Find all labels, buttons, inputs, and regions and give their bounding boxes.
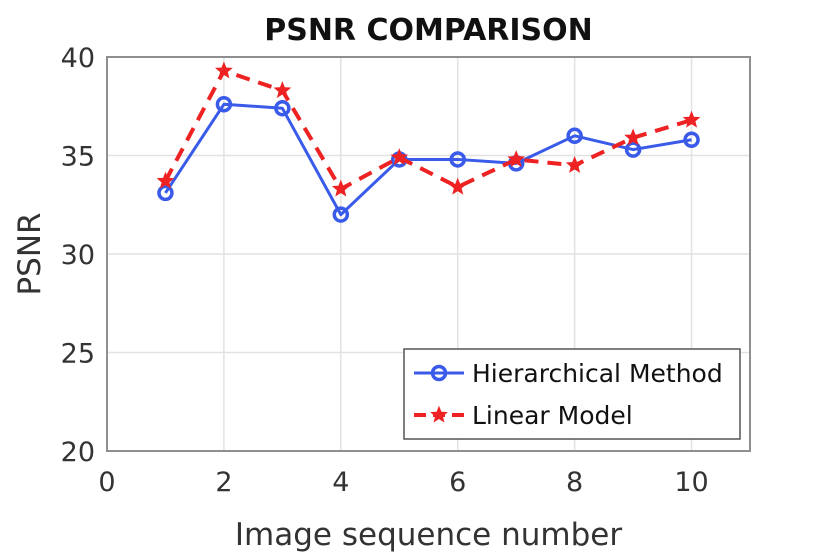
x-tick-label: 10	[674, 467, 708, 498]
data-series	[156, 61, 701, 223]
x-axis-label: Image sequence number	[235, 517, 622, 553]
x-tick-label: 2	[215, 467, 232, 498]
data-point	[507, 150, 526, 168]
legend-marker	[430, 405, 448, 423]
legend: Hierarchical Method Linear Model	[403, 348, 741, 440]
y-tick-label: 25	[61, 339, 95, 370]
data-point	[157, 184, 174, 202]
plot-area-frame	[106, 56, 751, 452]
x-tick-label: 6	[449, 467, 466, 498]
x-tick-label: 8	[566, 467, 583, 498]
y-tick-label: 20	[61, 437, 95, 468]
data-point	[683, 131, 700, 148]
y-tick-label: 35	[61, 142, 95, 173]
data-point	[273, 81, 292, 99]
axis-ticks: 0 2 4 6 8 10 20 25 30 35 40	[61, 43, 709, 498]
y-tick-label: 40	[61, 43, 95, 74]
series-line	[163, 68, 693, 191]
data-point	[215, 61, 233, 79]
x-tick-label: 4	[332, 467, 349, 498]
series-line	[164, 102, 692, 217]
data-point	[448, 177, 467, 195]
data-point	[624, 128, 642, 146]
legend-box	[403, 348, 741, 440]
chart-title: PSNR COMPARISON	[264, 13, 593, 48]
legend-entry: Hierarchical Method	[472, 359, 723, 388]
legend-marker	[430, 364, 448, 382]
legend-entry: Linear Model	[472, 401, 633, 430]
data-point	[682, 110, 701, 128]
data-point	[565, 155, 584, 173]
y-axis-label: PSNR	[12, 212, 48, 295]
data-point	[215, 96, 233, 113]
y-tick-label: 30	[61, 240, 95, 271]
data-point	[156, 171, 175, 189]
data-point	[331, 179, 350, 197]
data-point	[449, 151, 466, 168]
data-point	[332, 206, 350, 223]
x-tick-label: 0	[98, 467, 115, 498]
series-linear-model	[156, 61, 701, 197]
data-point	[274, 99, 291, 117]
data-point	[566, 127, 583, 145]
data-point	[624, 141, 642, 158]
data-point	[390, 148, 409, 166]
series-hierarchical-method	[157, 96, 700, 223]
